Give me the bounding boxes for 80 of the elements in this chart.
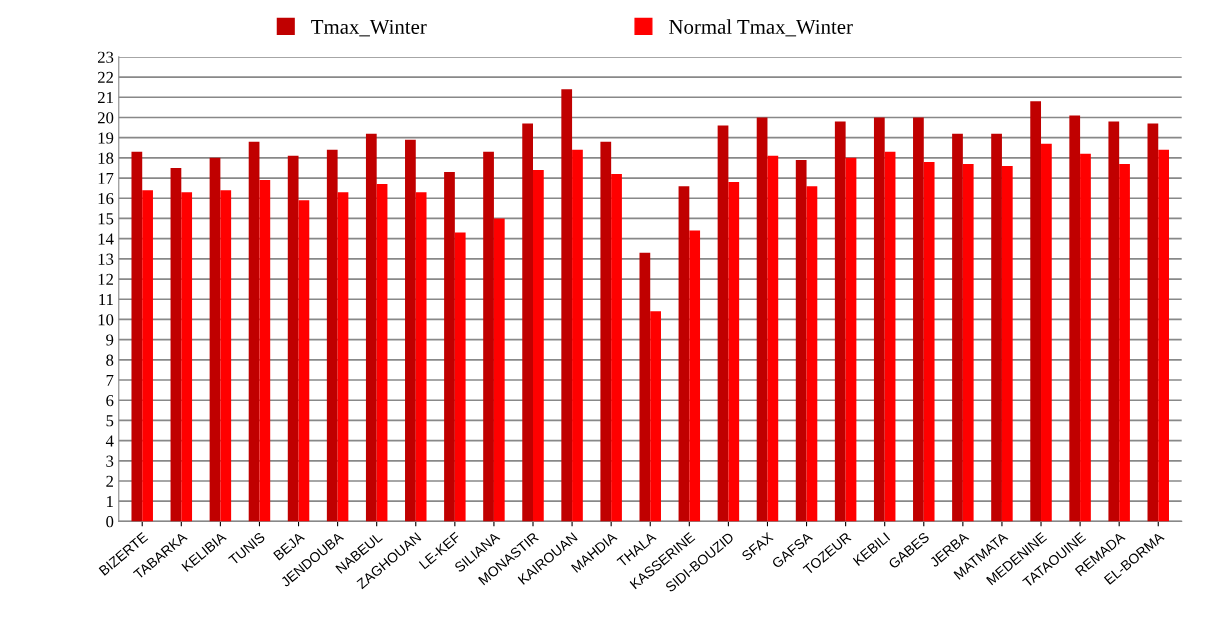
bar	[1069, 115, 1081, 522]
y-tick-label: 9	[106, 334, 114, 346]
bar	[1108, 121, 1120, 522]
legend-label: Tmax_Winter	[311, 19, 427, 37]
bar	[220, 190, 232, 522]
y-tick-label: 10	[98, 314, 114, 326]
y-tick-label: 20	[97, 112, 114, 124]
bar	[678, 186, 690, 522]
bar	[884, 151, 896, 522]
y-tick-label: 21	[97, 92, 113, 104]
bar	[572, 149, 583, 522]
y-tick-label: 18	[98, 152, 114, 164]
bar	[1147, 123, 1159, 522]
bar	[1001, 165, 1013, 522]
y-tick-label: 0	[106, 516, 114, 528]
bar	[717, 125, 729, 522]
bar	[365, 133, 377, 522]
bar	[405, 139, 416, 522]
y-tick-label: 16	[98, 193, 114, 205]
y-tick-label: 17	[98, 172, 114, 184]
bar	[913, 117, 924, 522]
bar	[533, 169, 544, 522]
y-tick-label: 23	[97, 51, 114, 63]
y-tick-label: 5	[106, 415, 114, 427]
y-tick-label: 12	[98, 273, 113, 285]
bar	[415, 192, 427, 522]
bar	[873, 117, 885, 522]
bar	[845, 157, 857, 522]
bar	[1158, 149, 1169, 522]
y-tick-label: 22	[97, 71, 113, 83]
bar	[795, 159, 807, 522]
y-tick-label: 6	[106, 394, 114, 407]
bar	[483, 151, 494, 522]
legend-label: Normal Tmax_Winter	[669, 19, 853, 37]
bar	[689, 230, 701, 522]
bar	[1080, 153, 1091, 522]
bar	[444, 172, 455, 522]
bar	[600, 141, 612, 522]
y-tick-label: 3	[106, 455, 114, 467]
y-tick-label: 15	[98, 213, 114, 225]
bar	[962, 163, 974, 522]
bar	[756, 117, 768, 522]
bar	[181, 192, 193, 522]
bar	[1041, 143, 1052, 522]
bar	[1030, 101, 1042, 522]
y-tick-label: 14	[98, 233, 114, 245]
y-tick-label: 11	[99, 294, 113, 306]
bar	[493, 218, 505, 522]
bar	[209, 157, 221, 522]
bar	[259, 180, 271, 522]
bar	[1119, 163, 1130, 522]
y-tick-label: 4	[105, 435, 114, 447]
bar	[991, 133, 1002, 522]
bar	[142, 190, 153, 522]
y-tick-label: 19	[98, 132, 114, 144]
y-tick-label: 2	[106, 475, 113, 487]
bar	[561, 89, 573, 522]
bar	[376, 184, 388, 522]
y-tick-label: 8	[106, 354, 114, 366]
bar	[131, 151, 143, 522]
bar	[923, 161, 935, 522]
bar	[767, 155, 779, 522]
bar	[337, 192, 349, 522]
bar	[834, 121, 846, 522]
bar	[806, 186, 818, 522]
bar	[298, 200, 310, 522]
bar	[326, 149, 338, 522]
bar	[248, 141, 260, 522]
y-tick-label: 7	[106, 374, 114, 386]
bar	[611, 174, 622, 522]
bar	[522, 123, 533, 522]
y-tick-label: 1	[107, 495, 113, 507]
bar	[650, 311, 661, 522]
bar	[287, 155, 299, 522]
bar	[454, 232, 466, 522]
bar	[170, 167, 182, 522]
y-tick-label: 13	[98, 253, 114, 265]
bar	[639, 252, 651, 522]
bar	[728, 182, 740, 522]
bar	[952, 133, 963, 522]
